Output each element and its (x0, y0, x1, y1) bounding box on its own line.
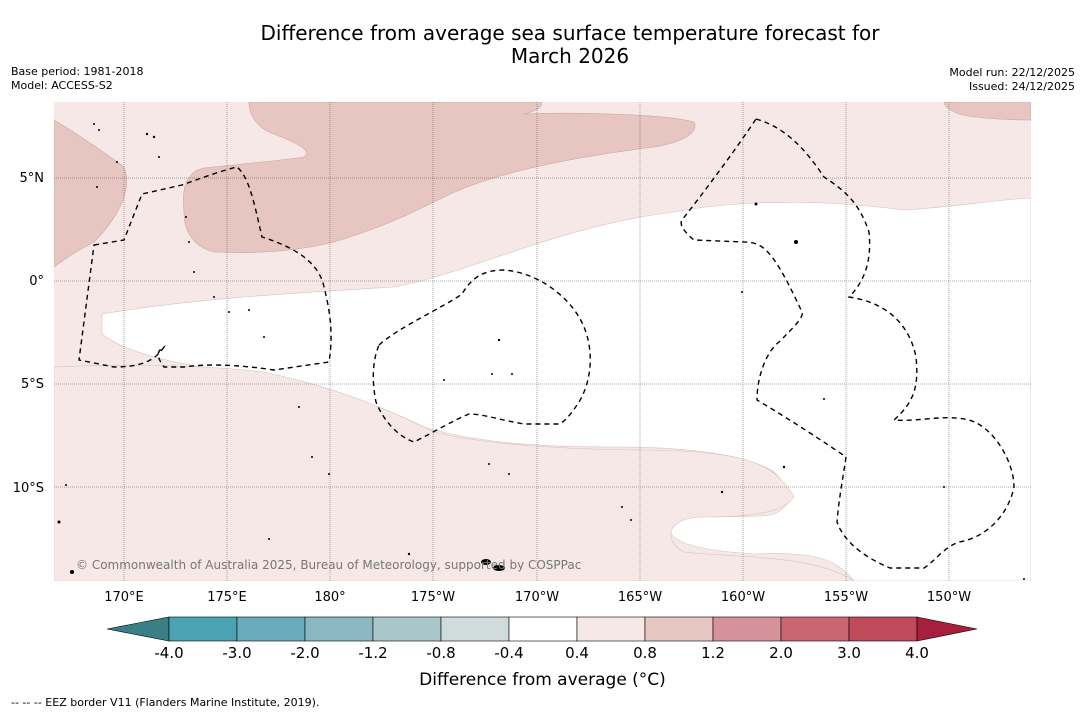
lon-label-175e: 175°E (207, 590, 247, 605)
anomaly-region-south-light (54, 364, 855, 581)
colorbar-tick: -0.4 (494, 644, 524, 662)
lat-label-5s: 5°S (20, 377, 44, 392)
lon-label-175w: 175°W (410, 590, 456, 605)
anomaly-region-warm-west (54, 119, 127, 268)
colorbar-cell (780, 616, 850, 642)
colorbar-cell (372, 616, 442, 642)
colorbar-cell (712, 616, 782, 642)
lon-label-160w: 160°W (720, 590, 766, 605)
map-svg (54, 102, 1031, 581)
lat-label-10s: 10°S (12, 481, 44, 496)
colorbar-cell (644, 616, 714, 642)
colorbar-cell (304, 616, 374, 642)
eez-line-islands (680, 118, 1015, 569)
colorbar-cell (440, 616, 510, 642)
lon-label-165w: 165°W (617, 590, 663, 605)
lon-label-150w: 150°W (926, 590, 972, 605)
lon-label-170w: 170°W (514, 590, 560, 605)
colorbar-label: Difference from average (°C) (419, 670, 666, 690)
colorbar-cells (168, 616, 918, 642)
colorbar-tick: -3.0 (222, 644, 252, 662)
colorbar (107, 616, 978, 642)
colorbar-tick: 2.0 (769, 644, 793, 662)
lat-label-0: 0° (29, 274, 44, 289)
colorbar-cell (576, 616, 646, 642)
colorbar-tick: 3.0 (837, 644, 861, 662)
base-info: Base period: 1981-2018 Model: ACCESS-S2 (11, 65, 143, 93)
chart-title: Difference from average sea surface temp… (170, 22, 970, 68)
colorbar-cell (168, 616, 238, 642)
base-period: Base period: 1981-2018 (11, 65, 144, 78)
issued-date: Issued: 24/12/2025 (968, 80, 1075, 93)
colorbar-cell (236, 616, 306, 642)
sst-anomaly-map[interactable]: © Commonwealth of Australia 2025, Bureau… (54, 102, 1031, 581)
colorbar-tick: -0.8 (426, 644, 456, 662)
colorbar-tick: -4.0 (154, 644, 184, 662)
lon-label-155w: 155°W (823, 590, 869, 605)
lon-label-180: 180° (314, 590, 346, 605)
eez-borders (78, 118, 1015, 569)
colorbar-cell (508, 616, 578, 642)
islands (57, 123, 1025, 580)
colorbar-tick: 4.0 (905, 644, 929, 662)
lon-label-170e: 170°E (104, 590, 144, 605)
colorbar-extend-low (107, 616, 170, 642)
anomaly-region-warm-north (183, 102, 696, 253)
colorbar-tick: 1.2 (701, 644, 725, 662)
lat-label-5n: 5°N (19, 171, 45, 186)
anomaly-region-warm-northeast (943, 102, 1031, 121)
samoa-island (481, 559, 491, 565)
title-line-1: Difference from average sea surface temp… (260, 21, 880, 45)
colorbar-extend-high (916, 616, 978, 642)
run-info: Model run: 22/12/2025 Issued: 24/12/2025 (949, 66, 1075, 94)
copyright-notice: © Commonwealth of Australia 2025, Bureau… (76, 558, 582, 572)
samoa-island-east (493, 565, 505, 571)
eez-kiribati-gilberts (78, 166, 332, 371)
colorbar-tick: -2.0 (290, 644, 320, 662)
model-run: Model run: 22/12/2025 (949, 66, 1075, 79)
eez-legend-note: -- -- -- EEZ border V11 (Flanders Marine… (11, 696, 320, 709)
model-name: Model: ACCESS-S2 (11, 79, 113, 92)
title-line-2: March 2026 (510, 44, 630, 68)
colorbar-tick: 0.4 (565, 644, 589, 662)
graticule (54, 102, 1031, 581)
colorbar-tick: -1.2 (358, 644, 388, 662)
eez-phoenix-islands (372, 269, 591, 443)
colorbar-tick: 0.8 (633, 644, 657, 662)
colorbar-cell (848, 616, 918, 642)
